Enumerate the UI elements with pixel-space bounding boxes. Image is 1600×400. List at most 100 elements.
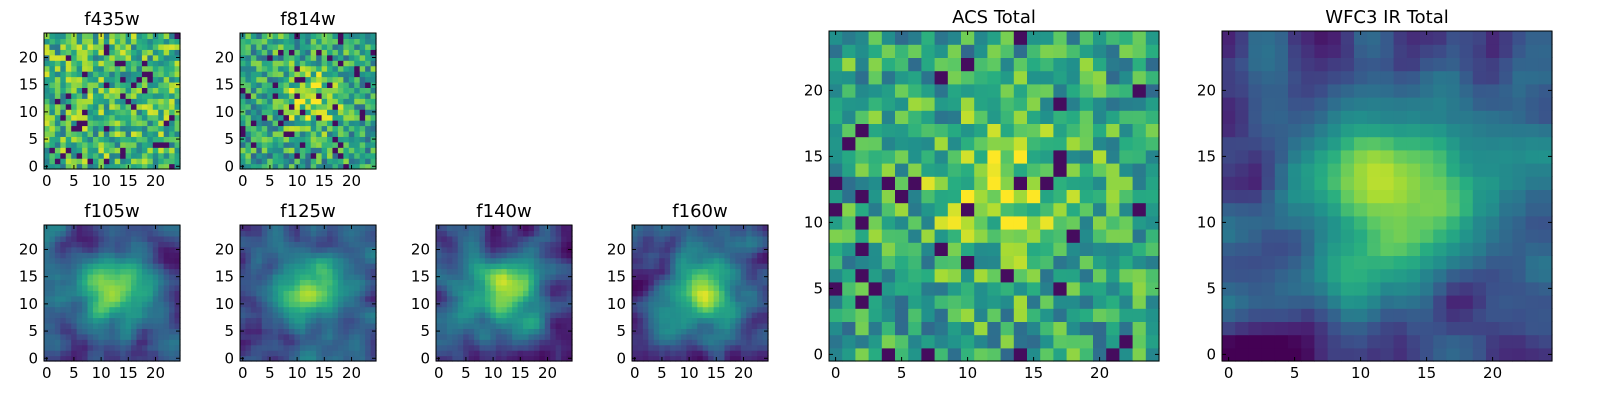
heatmap-cell	[337, 263, 344, 270]
heatmap-cell	[114, 333, 121, 340]
heatmap-cell	[735, 235, 742, 242]
heatmap-cell	[436, 312, 443, 319]
heatmap-cell	[261, 344, 268, 351]
heatmap-cell	[365, 147, 372, 154]
heatmap-cell	[267, 158, 274, 165]
heatmap-cell	[1288, 295, 1302, 309]
heatmap-cell	[1340, 189, 1355, 204]
heatmap-cell	[987, 97, 1002, 111]
heatmap-cell	[87, 130, 94, 137]
heatmap-cell	[141, 49, 148, 56]
heatmap-cell	[65, 344, 72, 351]
heatmap-cell	[169, 241, 176, 248]
heatmap-cell	[653, 295, 660, 302]
heatmap-cell	[501, 225, 508, 232]
heatmap-cell	[934, 321, 949, 336]
heatmap-cell	[1013, 123, 1028, 138]
heatmap-cell	[961, 308, 975, 322]
heatmap-cell	[60, 43, 67, 50]
heatmap-cell	[697, 290, 704, 297]
heatmap-cell	[152, 43, 159, 50]
heatmap-cell	[947, 202, 962, 217]
heatmap-cell	[452, 339, 459, 346]
heatmap-cell	[60, 246, 67, 253]
heatmap-cell	[974, 44, 988, 58]
heatmap-cell	[691, 252, 698, 259]
heatmap-cell	[1093, 202, 1107, 217]
heatmap-cell	[76, 273, 83, 280]
heatmap-cell	[1093, 31, 1107, 45]
heatmap-cell	[131, 306, 138, 313]
heatmap-cell	[272, 38, 279, 45]
heatmap-cell	[868, 31, 883, 45]
heatmap-cell	[740, 312, 747, 319]
heatmap-cell	[446, 322, 453, 329]
heatmap-cell	[490, 344, 497, 351]
heatmap-cell	[305, 230, 312, 237]
heatmap-cell	[278, 54, 285, 61]
heatmap-cell	[147, 273, 154, 280]
heatmap-cell	[528, 339, 535, 346]
heatmap-cell	[98, 92, 105, 99]
heatmap-cell	[724, 246, 731, 253]
heatmap-cell	[934, 347, 949, 362]
heatmap-cell	[539, 350, 546, 357]
heatmap-cell	[250, 109, 257, 116]
heatmap-cell	[261, 81, 268, 88]
heatmap-cell	[288, 60, 295, 67]
heatmap-cell	[169, 252, 176, 259]
heatmap-cell	[316, 98, 323, 105]
heatmap-cell	[1066, 110, 1081, 124]
heatmap-cell	[152, 92, 159, 99]
heatmap-cell	[272, 65, 279, 72]
heatmap-cell	[261, 312, 268, 319]
heatmap-cell	[947, 229, 962, 243]
heatmap-cell	[490, 263, 497, 270]
heatmap-cell	[327, 65, 334, 72]
heatmap-cell	[103, 290, 110, 297]
y-tick-label: 20	[19, 48, 38, 66]
heatmap-cell	[533, 306, 540, 313]
heatmap-cell	[267, 246, 274, 253]
heatmap-cell	[109, 71, 116, 78]
heatmap-cell	[1119, 255, 1134, 270]
heatmap-cell	[131, 273, 138, 280]
heatmap-cell	[544, 328, 551, 335]
heatmap-cell	[310, 279, 317, 286]
heatmap-cell	[1235, 229, 1249, 243]
heatmap-cell	[305, 92, 312, 99]
heatmap-cell	[539, 284, 546, 291]
heatmap-cell	[729, 317, 736, 324]
heatmap-cell	[664, 257, 671, 264]
heatmap-cell	[44, 141, 51, 148]
heatmap-cell	[463, 246, 470, 253]
heatmap-cell	[947, 149, 962, 164]
heatmap-cell	[1248, 229, 1263, 243]
heatmap-cell	[359, 136, 366, 143]
heatmap-cell	[1053, 268, 1068, 283]
heatmap-cell	[92, 252, 99, 259]
heatmap-cell	[1354, 242, 1368, 256]
heatmap-cell	[457, 301, 464, 308]
heatmap-cell	[670, 235, 677, 242]
heatmap-cell	[1538, 163, 1553, 177]
heatmap-cell	[250, 273, 257, 280]
heatmap-cell	[98, 333, 105, 340]
heatmap-cell	[267, 241, 274, 248]
heatmap-cell	[675, 235, 682, 242]
heatmap-cell	[92, 355, 99, 362]
heatmap-cell	[152, 136, 159, 143]
heatmap-cell	[60, 71, 67, 78]
heatmap-cell	[359, 268, 366, 275]
heatmap-cell	[250, 92, 257, 99]
heatmap-cell	[288, 152, 295, 159]
heatmap-cell	[310, 87, 317, 94]
heatmap-cell	[87, 284, 94, 291]
heatmap-cell	[642, 339, 649, 346]
heatmap-cell	[533, 322, 540, 329]
heatmap-cell	[506, 225, 513, 232]
heatmap-cell	[158, 301, 165, 308]
heatmap-cell	[1132, 97, 1147, 111]
heatmap-cell	[71, 103, 78, 110]
heatmap-cell	[174, 235, 181, 242]
